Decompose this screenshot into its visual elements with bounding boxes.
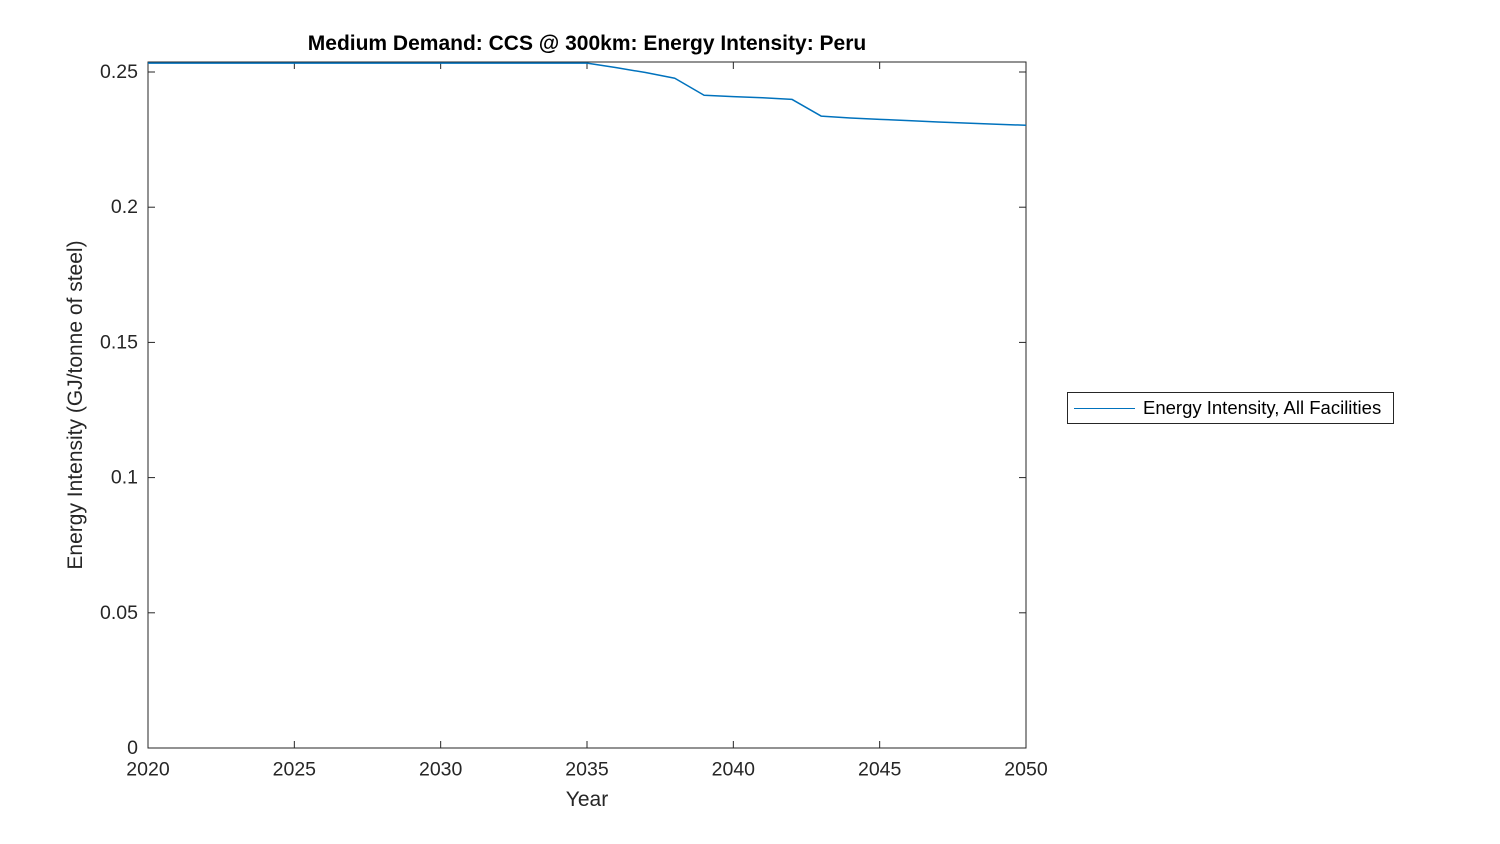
legend-line-sample [1074,407,1135,409]
y-tick-label: 0.05 [100,602,138,624]
x-tick-label: 2035 [565,759,609,781]
x-tick-label: 2040 [712,759,756,781]
y-axis-label: Energy Intensity (GJ/tonne of steel) [64,240,87,570]
series-line [148,62,1027,127]
y-tick-label: 0 [127,737,138,759]
axes-box [147,61,1027,749]
x-axis-label: Year [565,788,609,811]
y-tick-label: 0.25 [100,61,138,83]
x-tick-label: 2045 [858,759,902,781]
x-tick-label: 2050 [1004,759,1048,781]
chart-title: Medium Demand: CCS @ 300km: Energy Inten… [307,32,867,55]
x-tick-label: 2020 [126,759,170,781]
y-tick-label: 0.1 [111,467,138,489]
x-tick-label: 2030 [419,759,463,781]
x-tick-label: 2025 [273,759,317,781]
y-tick-label: 0.15 [100,331,138,353]
legend: Energy Intensity, All Facilities [1067,392,1394,424]
y-tick-label: 0.2 [111,196,138,218]
legend-label: Energy Intensity, All Facilities [1143,397,1382,418]
